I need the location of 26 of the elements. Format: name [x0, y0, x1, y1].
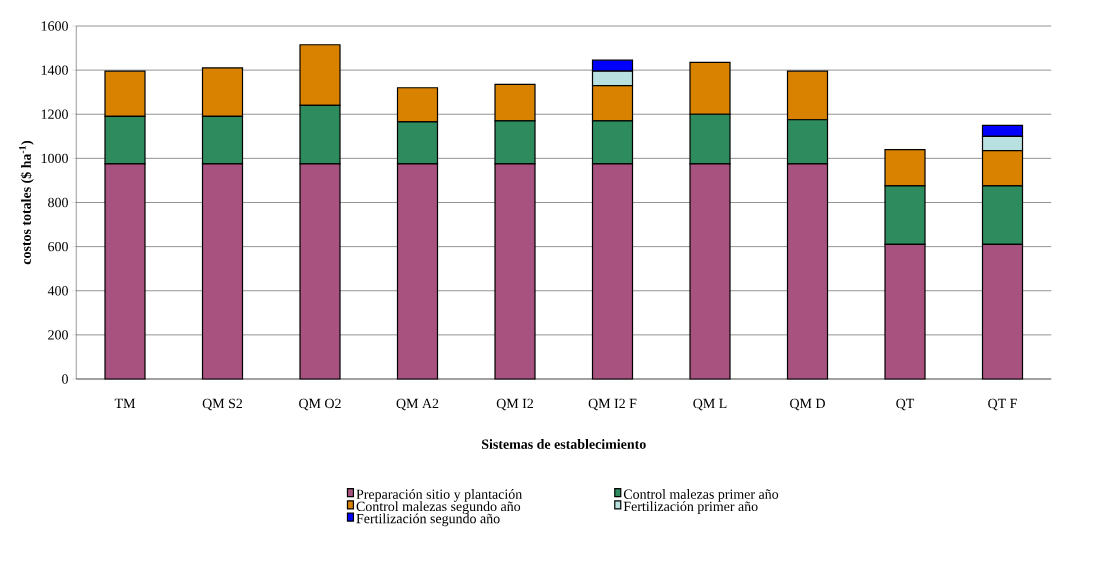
x-tick-label: TM: [114, 398, 136, 408]
y-tick-label: 200: [48, 330, 68, 340]
y-tick-label: 1400: [41, 65, 68, 75]
legend-label: Control malezas primer año: [623, 489, 779, 502]
y-tick-label: 0: [62, 374, 68, 384]
y-tick-label: 1200: [41, 109, 68, 119]
y-tick-label: 600: [48, 241, 68, 252]
x-tick-label: QM D: [790, 398, 825, 411]
x-tick-label: QM S2: [202, 398, 243, 411]
legend-label: Fertilización primer año: [623, 501, 758, 514]
y-tick-label: 400: [47, 286, 68, 296]
legend-label: Preparación sitio y plantación: [356, 489, 522, 502]
x-tick-label: QM O2: [299, 398, 341, 411]
y-tick-label: 1000: [41, 153, 68, 164]
x-tick-label: QM I2: [496, 398, 534, 411]
legend-label: Fertilización segundo año: [356, 513, 500, 527]
x-tick-label: QT F: [988, 398, 1017, 411]
x-axis-title: Sistemas de establecimiento: [481, 439, 646, 449]
x-tick-label: QM A2: [396, 398, 439, 411]
x-tick-label: QM I2 F: [588, 398, 637, 411]
x-tick-label: QM L: [693, 398, 727, 411]
x-tick-label: QT: [896, 398, 915, 411]
y-tick-label: 1600: [41, 21, 68, 31]
y-tick-label: 800: [48, 197, 68, 208]
y-axis-title: costos totales ($ ha$^{-1}$): [19, 140, 34, 265]
legend-label: Control malezas segundo año: [356, 501, 521, 514]
